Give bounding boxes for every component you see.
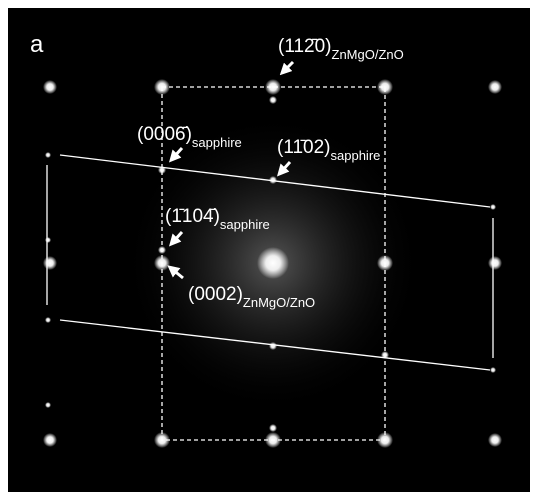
phase: sapphire — [192, 135, 242, 150]
index: (0006̄) — [137, 124, 192, 145]
index: (112̄0) — [278, 36, 332, 57]
phase: ZnMgO/ZnO — [332, 47, 404, 62]
panel-label: a — [30, 31, 44, 58]
index: (1̄104̄) — [165, 206, 220, 227]
phase: ZnMgO/ZnO — [243, 295, 315, 310]
diffraction-figure: a (112̄0)ZnMgO/ZnO (0006̄)sapphire (11̄0… — [0, 0, 538, 500]
phase: sapphire — [220, 217, 270, 232]
phase: sapphire — [331, 148, 381, 163]
index: (11̄02) — [277, 137, 331, 158]
index: (0002) — [188, 284, 243, 305]
